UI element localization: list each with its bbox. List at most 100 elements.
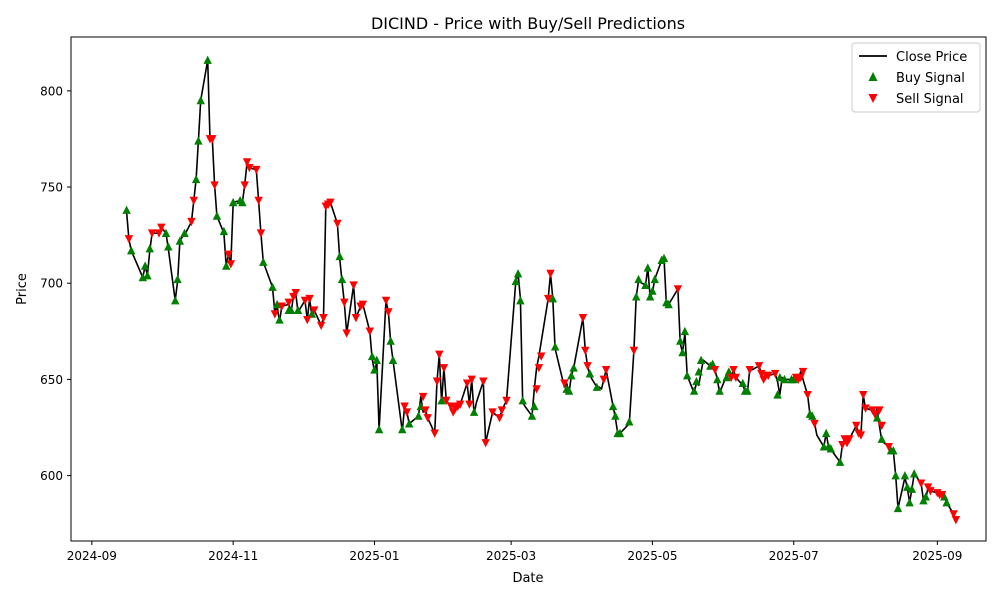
buy-signal-marker [143,271,152,280]
buy-signal-marker [180,228,189,238]
sell-signal-marker [147,229,157,238]
buy-signal-marker [511,276,520,286]
chart-title: DICIND - Price with Buy/Sell Predictions [371,14,685,33]
sell-signal-marker [310,306,319,315]
buy-signal-marker [127,246,136,255]
buy-signal-marker [398,424,407,434]
sell-signal-marker [937,491,947,500]
sell-signal-marker [240,181,249,190]
buy-signal-marker [164,242,173,251]
sell-signal-marker [916,479,926,488]
sell-signal-marker [852,421,861,431]
sell-signal-marker [432,377,442,386]
buy-signal-marker [625,417,634,426]
buy-signal-marker [664,299,673,309]
buy-signal-marker [775,372,785,382]
buy-signal-marker [592,382,602,391]
x-tick-label: 2025-09 [912,549,962,563]
x-tick-label: 2025-03 [486,549,536,563]
sell-signal-marker [875,406,884,415]
buy-signal-marker [689,386,699,395]
buy-signal-marker [585,369,595,378]
buy-signal-marker [942,498,951,507]
buy-signal-marker [374,424,384,434]
sell-signal-marker [365,327,375,336]
sell-signal-marker [859,391,868,400]
buy-signal-marker [272,299,282,309]
sell-signal-marker [242,158,252,167]
buy-signal-marker [372,355,381,364]
buy-signal-marker [615,428,625,438]
sell-signal-marker [400,402,409,411]
buy-signal-marker [370,365,379,374]
sell-signal-marker [481,439,490,448]
buy-signal-marker [194,136,203,145]
buy-signal-marker [738,378,747,388]
sell-signal-marker [495,414,504,423]
y-tick-label: 700 [40,277,63,291]
sell-signal-marker [870,410,880,419]
buy-signal-marker [414,411,423,420]
buy-signal-marker [921,492,930,501]
buy-signal-marker [437,396,446,405]
buy-signal-marker [692,376,701,386]
buy-signal-marker [694,367,703,376]
y-axis-label: Price [15,273,30,305]
sell-signal-marker [546,269,555,279]
sell-signal-marker [537,352,546,361]
x-tick-label: 2025-05 [627,549,677,563]
sell-signal-marker [462,379,472,388]
sell-signal-marker [402,408,412,417]
buy-signal-marker [909,469,919,478]
buy-signal-marker [835,457,845,466]
buy-signal-marker [259,257,268,266]
sell-signal-marker [497,406,507,415]
sell-signal-marker [319,314,328,323]
sell-signal-marker [488,408,497,417]
y-tick-label: 650 [40,373,63,387]
legend-close-label: Close Price [896,50,967,65]
buy-signal-marker [773,390,782,399]
sell-signal-marker [465,400,474,409]
buy-signal-marker [191,174,201,184]
buy-signal-marker [676,336,685,345]
y-tick-label: 750 [40,181,63,195]
buy-signal-marker [907,484,917,493]
sell-signal-marker [351,314,361,323]
x-tick-label: 2024-09 [67,549,117,563]
legend: Close Price Buy Signal Sell Signal [851,42,981,113]
sell-signal-marker [284,298,293,307]
sell-signal-marker [439,364,449,373]
sell-signal-marker [502,396,511,406]
buy-signal-marker [335,251,344,261]
buy-signal-marker [513,269,523,278]
buy-signal-marker [367,351,377,361]
buy-signal-marker [196,95,205,105]
legend-box [851,42,981,113]
buy-signal-marker [632,292,641,301]
sell-signal-marker [340,298,349,307]
buy-signal-marker [877,434,886,443]
buy-signal-marker [212,211,222,220]
sell-signal-marker [560,379,569,388]
sell-signal-marker [543,294,553,304]
buy-signal-marker [203,55,212,64]
sell-signal-marker [291,289,300,298]
sell-signal-marker [423,414,432,423]
legend-sell-label: Sell Signal [896,92,964,107]
sell-signal-marker [358,300,368,309]
buy-signal-marker [286,305,296,314]
buy-signal-marker [722,372,731,382]
buy-signal-marker [388,355,398,364]
sell-signal-marker [384,308,393,317]
buy-signal-marker [680,326,690,336]
sell-signal-marker [798,367,808,377]
buy-signal-marker [548,294,558,303]
buy-signal-marker [175,236,185,245]
buy-signal-marker [900,471,910,480]
sell-signal-marker [124,235,134,244]
sell-signal-marker [479,377,488,386]
buy-signal-marker [872,413,882,422]
sell-signal-marker [342,329,351,338]
